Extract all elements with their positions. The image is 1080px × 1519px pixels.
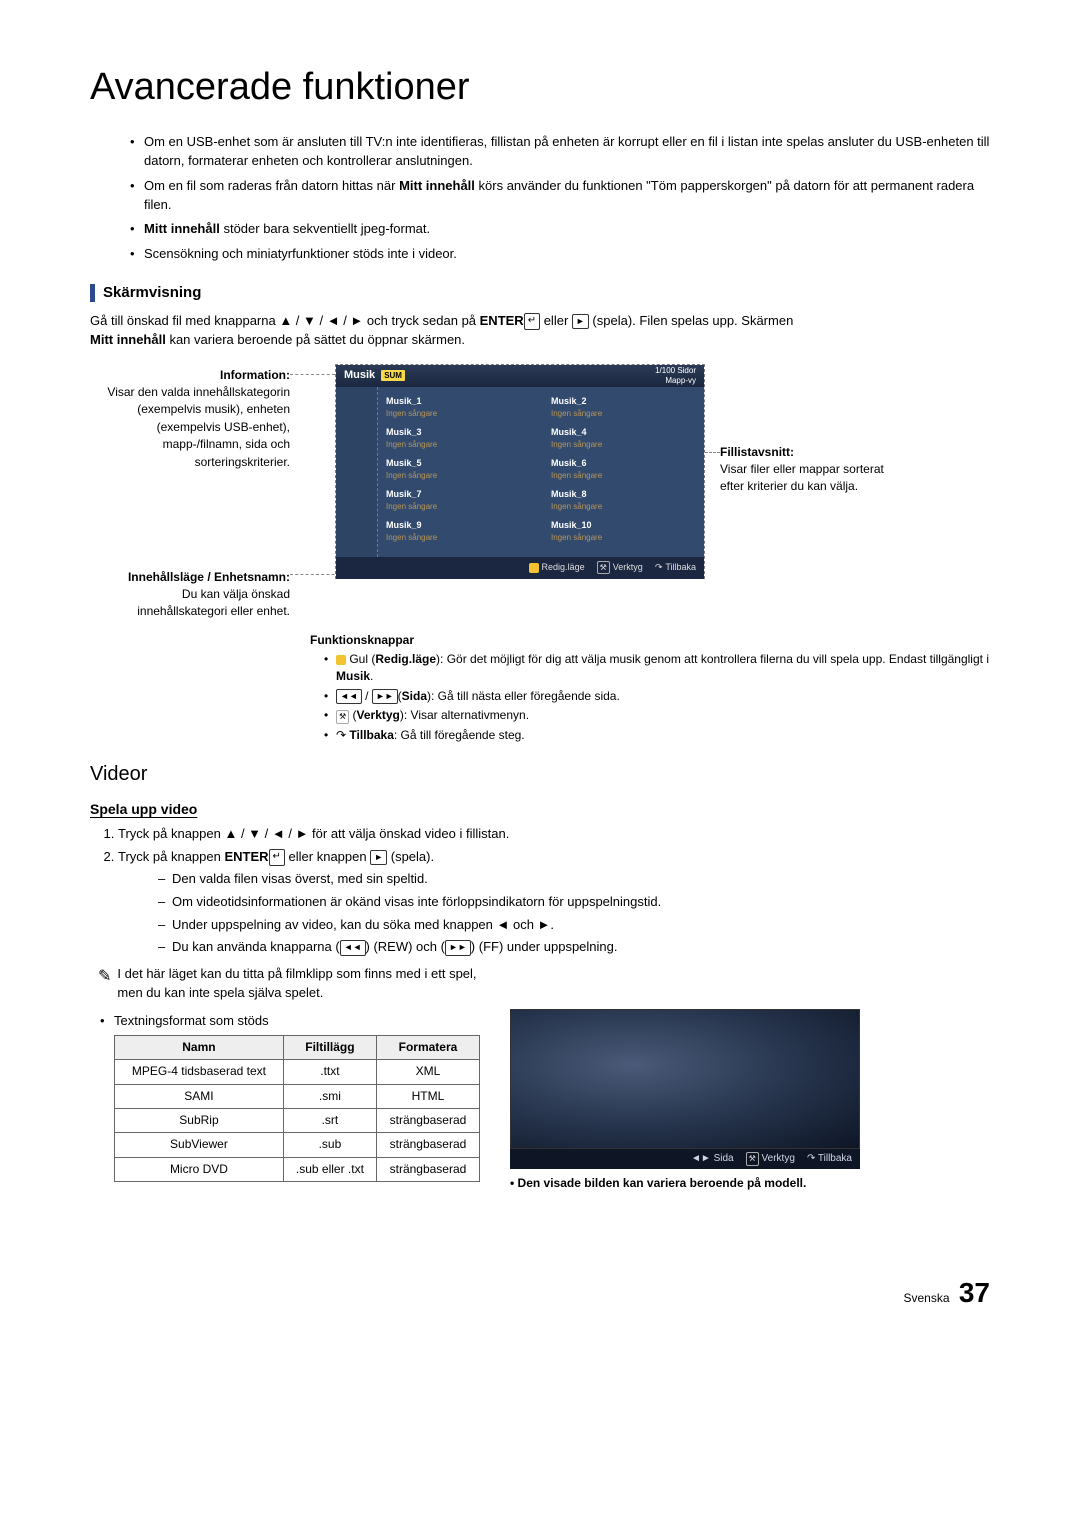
func-item: Gul (Redig.läge): Gör det möjligt för di… (324, 651, 990, 686)
step-item: Tryck på knappen ▲ / ▼ / ◄ / ► för att v… (118, 825, 990, 844)
skarm-paragraph: Gå till önskad fil med knapparna ▲ / ▼ /… (90, 312, 990, 350)
callout-filelist: Fillistavsnitt: Visar filer eller mappar… (720, 444, 890, 496)
yellow-c-icon (336, 655, 346, 665)
tv-screenshot: Musik SUM 1/100 Sidor Mapp-vy Musik_1Ing… (335, 364, 705, 579)
enter-icon: ↵ (524, 313, 540, 330)
forward-icon: ►► (372, 689, 398, 704)
step-item: Tryck på knappen ENTER↵ eller knappen ► … (118, 848, 990, 957)
video-preview (510, 1009, 860, 1149)
table-row: Micro DVD.sub eller .txtsträngbaserad (115, 1157, 480, 1181)
return-icon: ↶ (807, 1152, 815, 1167)
file-item: Musik_9Ingen sångare (386, 519, 531, 548)
file-item: Musik_8Ingen sångare (551, 488, 696, 517)
page-title: Avancerade funktioner (90, 60, 990, 115)
file-item: Musik_1Ingen sångare (386, 395, 531, 424)
section-heading-skarmvisning: Skärmvisning (90, 282, 990, 304)
dash-item: Den valda filen visas överst, med sin sp… (158, 870, 990, 889)
tools-icon: ⚒ (746, 1152, 759, 1166)
table-header: Namn (115, 1035, 284, 1059)
yellow-c-icon (529, 563, 539, 573)
intro-bullets: Om en USB-enhet som är ansluten till TV:… (90, 133, 990, 264)
rewind-icon: ◄◄ (336, 689, 362, 704)
rewind-icon: ◄◄ (340, 940, 366, 955)
func-item: ◄◄ / ►►(Sida): Gå till nästa eller föreg… (324, 688, 990, 705)
file-item: Musik_7Ingen sångare (386, 488, 531, 517)
video-preview-bar: ◄► Sida ⚒ Verktyg ↶ Tillbaka (510, 1149, 860, 1170)
func-item: ↶ Tillbaka: Gå till föregående steg. (324, 727, 990, 744)
bullet-item: Textningsformat som stöds (100, 1012, 480, 1031)
play-icon: ► (370, 850, 387, 865)
screen-diagram: Information: Visar den valda innehållska… (90, 364, 990, 624)
function-buttons-block: Funktionsknappar Gul (Redig.läge): Gör d… (310, 632, 990, 744)
sum-tag-icon: SUM (381, 370, 405, 382)
tools-icon: ⚒ (336, 710, 349, 724)
return-icon: ↶ (655, 561, 663, 574)
heading-bar-icon (90, 284, 95, 302)
func-item: ⚒ (Verktyg): Visar alternativmenyn. (324, 707, 990, 724)
table-header: Formatera (376, 1035, 479, 1059)
subheading-spela-upp: Spela upp video (90, 799, 990, 819)
bullet-item: Mitt innehåll stöder bara sekventiellt j… (130, 220, 990, 239)
table-header: Filtillägg (283, 1035, 376, 1059)
table-row: SubRip.srtsträngbaserad (115, 1109, 480, 1133)
file-item: Musik_5Ingen sångare (386, 457, 531, 486)
forward-icon: ►► (445, 940, 471, 955)
table-row: SAMI.smiHTML (115, 1084, 480, 1108)
bullet-item: Om en USB-enhet som är ansluten till TV:… (130, 133, 990, 171)
bullet-item: Om en fil som raderas från datorn hittas… (130, 177, 990, 215)
play-icon: ► (572, 314, 589, 329)
table-row: MPEG-4 tidsbaserad text.ttxtXML (115, 1060, 480, 1084)
file-item: Musik_6Ingen sångare (551, 457, 696, 486)
tv-header: Musik SUM 1/100 Sidor Mapp-vy (336, 365, 704, 387)
video-caption: Den visade bilden kan variera beroende p… (510, 1175, 990, 1192)
tv-sidebar (336, 387, 378, 557)
callout-information: Information: Visar den valda innehållska… (90, 367, 290, 471)
tv-footer: Redig.läge ⚒Verktyg ↶Tillbaka (336, 557, 704, 579)
bullet-item: Scensökning och miniatyrfunktioner stöds… (130, 245, 990, 264)
file-item: Musik_3Ingen sångare (386, 426, 531, 455)
note-icon: ✎ (98, 965, 111, 1003)
table-row: SubViewer.substrängbaserad (115, 1133, 480, 1157)
dash-item: Under uppspelning av video, kan du söka … (158, 916, 990, 935)
page-footer: Svenska 37 (90, 1273, 990, 1314)
page-number: 37 (959, 1277, 990, 1308)
play-video-steps: Tryck på knappen ▲ / ▼ / ◄ / ► för att v… (90, 825, 990, 957)
enter-icon: ↵ (269, 849, 285, 866)
note-block: ✎ I det här läget kan du titta på filmkl… (98, 965, 990, 1003)
file-item: Musik_4Ingen sångare (551, 426, 696, 455)
tv-file-grid: Musik_1Ingen sångare Musik_2Ingen sångar… (336, 387, 704, 557)
file-item: Musik_10Ingen sångare (551, 519, 696, 548)
tools-icon: ⚒ (597, 561, 610, 575)
callout-mode: Innehållsläge / Enhetsnamn: Du kan välja… (90, 569, 290, 621)
subtitle-format-table: Namn Filtillägg Formatera MPEG-4 tidsbas… (114, 1035, 480, 1182)
lr-icon: ◄► (691, 1153, 711, 1164)
section-heading-videor: Videor (90, 760, 990, 789)
dash-item: Om videotidsinformationen är okänd visas… (158, 893, 990, 912)
file-item: Musik_2Ingen sångare (551, 395, 696, 424)
return-icon: ↶ (336, 727, 346, 744)
dash-item: Du kan använda knapparna (◄◄) (REW) och … (158, 938, 990, 957)
